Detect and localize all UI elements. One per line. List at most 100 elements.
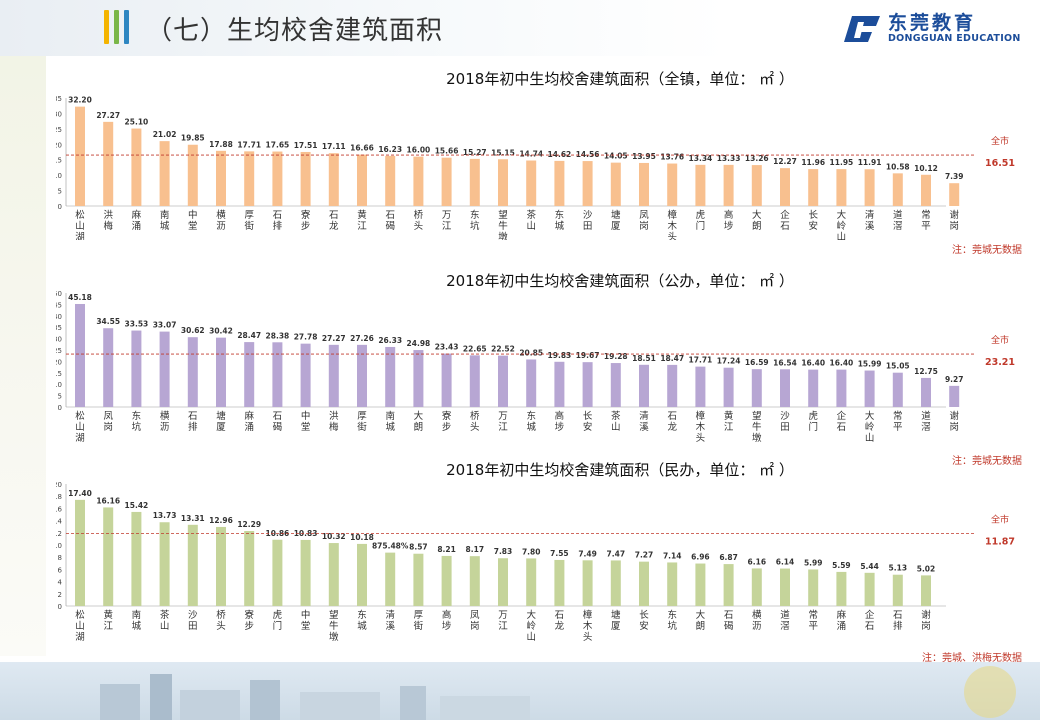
y-tick-label: 6 [58, 566, 63, 574]
data-label: 17.51 [294, 141, 318, 150]
category-label: 万江 [498, 610, 508, 632]
data-label: 18.51 [632, 354, 656, 363]
category-label: 东坑 [470, 209, 480, 232]
logo: 东莞教育 DONGGUAN EDUCATION [840, 8, 1030, 48]
data-label: 7.47 [607, 549, 626, 558]
bar [357, 154, 367, 206]
data-label: 25.10 [125, 118, 149, 127]
bar [385, 552, 396, 606]
y-tick-label: 25 [56, 347, 62, 355]
data-label: 10.12 [914, 164, 938, 173]
y-tick-label: 20 [56, 358, 62, 366]
category-label: 横沥 [160, 410, 170, 433]
accent-bar-yellow [104, 10, 109, 44]
data-label: 7.55 [550, 549, 569, 558]
category-label: 黄江 [357, 209, 367, 232]
data-label: 12.27 [773, 157, 797, 166]
bar [723, 564, 734, 606]
chart-public-schools: 0 5 10 15 20 25 30 35 40 45 50 45.18 松山湖 34.55 凤岗 33.53… [56, 290, 1015, 444]
chart-all-towns: 0 5 10 15 20 25 30 35 32.20 松山湖 27.27 洪梅 25.10 麻涌 21.0… [56, 95, 1015, 240]
data-label: 875.48% [372, 542, 409, 551]
category-label: 东坑 [667, 609, 677, 632]
bar [723, 367, 734, 407]
data-label: 18.47 [660, 354, 684, 363]
chart-title-all: 2018年初中生均校舍建筑面积（全镇，单位： ㎡ ） [446, 70, 794, 88]
data-label: 6.16 [748, 557, 767, 566]
category-label: 高埗 [724, 209, 734, 232]
category-label: 寮步 [244, 609, 254, 632]
bar [413, 350, 424, 407]
bar [949, 183, 960, 206]
data-label: 10.58 [886, 162, 910, 171]
bar [864, 169, 875, 206]
category-label: 中堂 [301, 609, 311, 632]
plot-area: 0 5 10 15 20 25 30 35 32.20 松山湖 27.27 洪梅 25.10 麻涌 21.0… [56, 95, 1015, 240]
data-label: 16.40 [801, 359, 825, 368]
y-tick-label: 20 [56, 141, 62, 149]
data-label: 32.20 [68, 96, 92, 105]
category-label: 大朗 [752, 209, 762, 232]
plot-area: 0 5 10 15 20 25 30 35 40 45 50 45.18 松山湖 34.55 凤岗 33.53… [56, 290, 1015, 444]
bar [751, 165, 762, 206]
data-label: 30.42 [209, 327, 233, 336]
category-label: 麻涌 [837, 609, 847, 632]
data-label: 10.83 [294, 529, 318, 538]
data-label: 13.34 [689, 154, 713, 163]
category-label: 沙田 [780, 411, 790, 433]
bar [469, 556, 480, 606]
bar [751, 568, 762, 606]
category-label: 塘厦 [611, 609, 621, 632]
bar [836, 369, 847, 407]
category-label: 虎门 [273, 609, 283, 632]
y-tick-label: 5 [58, 188, 62, 196]
category-label: 茶山 [611, 410, 621, 433]
reference-label: 全市 [991, 334, 1009, 346]
category-label: 常平 [808, 609, 818, 632]
category-label: 大朗 [696, 609, 706, 632]
category-label: 洪梅 [103, 209, 113, 232]
y-tick-label: 15 [56, 370, 62, 378]
category-label: 桥头 [470, 410, 480, 433]
category-label: 南城 [160, 209, 170, 232]
bar [864, 572, 875, 606]
data-label: 26.33 [378, 336, 402, 345]
y-tick-label: 0 [58, 203, 62, 211]
data-label: 16.59 [745, 358, 769, 367]
category-label: 麻涌 [244, 410, 254, 433]
data-label: 13.76 [660, 153, 684, 162]
bar [187, 524, 198, 606]
accent-bar-blue [124, 10, 129, 44]
category-label: 常平 [921, 209, 931, 232]
category-label: 石排 [273, 210, 283, 232]
bar [695, 366, 706, 407]
category-label: 寮步 [442, 410, 452, 433]
data-label: 7.39 [945, 172, 964, 181]
y-tick-label: 10 [56, 542, 62, 550]
data-label: 16.00 [407, 146, 431, 155]
y-tick-label: 45 [56, 301, 62, 309]
data-label: 7.49 [578, 549, 597, 558]
category-label: 大岭山 [837, 209, 847, 240]
category-label: 东城 [357, 609, 367, 632]
bar [892, 372, 903, 407]
bar [892, 173, 903, 206]
data-label: 27.26 [350, 334, 374, 343]
data-label: 27.27 [322, 334, 346, 343]
data-label: 21.02 [153, 130, 177, 139]
data-label: 5.44 [860, 562, 879, 571]
bar [244, 531, 255, 606]
category-label: 石龙 [329, 210, 339, 232]
bar [131, 330, 142, 407]
bar [75, 499, 85, 606]
bar [639, 162, 649, 206]
y-tick-label: 0 [58, 603, 62, 611]
bar [780, 369, 790, 407]
data-label: 5.13 [889, 564, 908, 573]
reference-value: 23.21 [985, 357, 1015, 368]
title-accent-bars [104, 10, 129, 44]
bar [300, 539, 311, 606]
data-label: 17.24 [717, 357, 741, 366]
category-label: 松山湖 [75, 209, 85, 240]
bar [808, 569, 819, 606]
data-label: 22.52 [491, 345, 515, 354]
